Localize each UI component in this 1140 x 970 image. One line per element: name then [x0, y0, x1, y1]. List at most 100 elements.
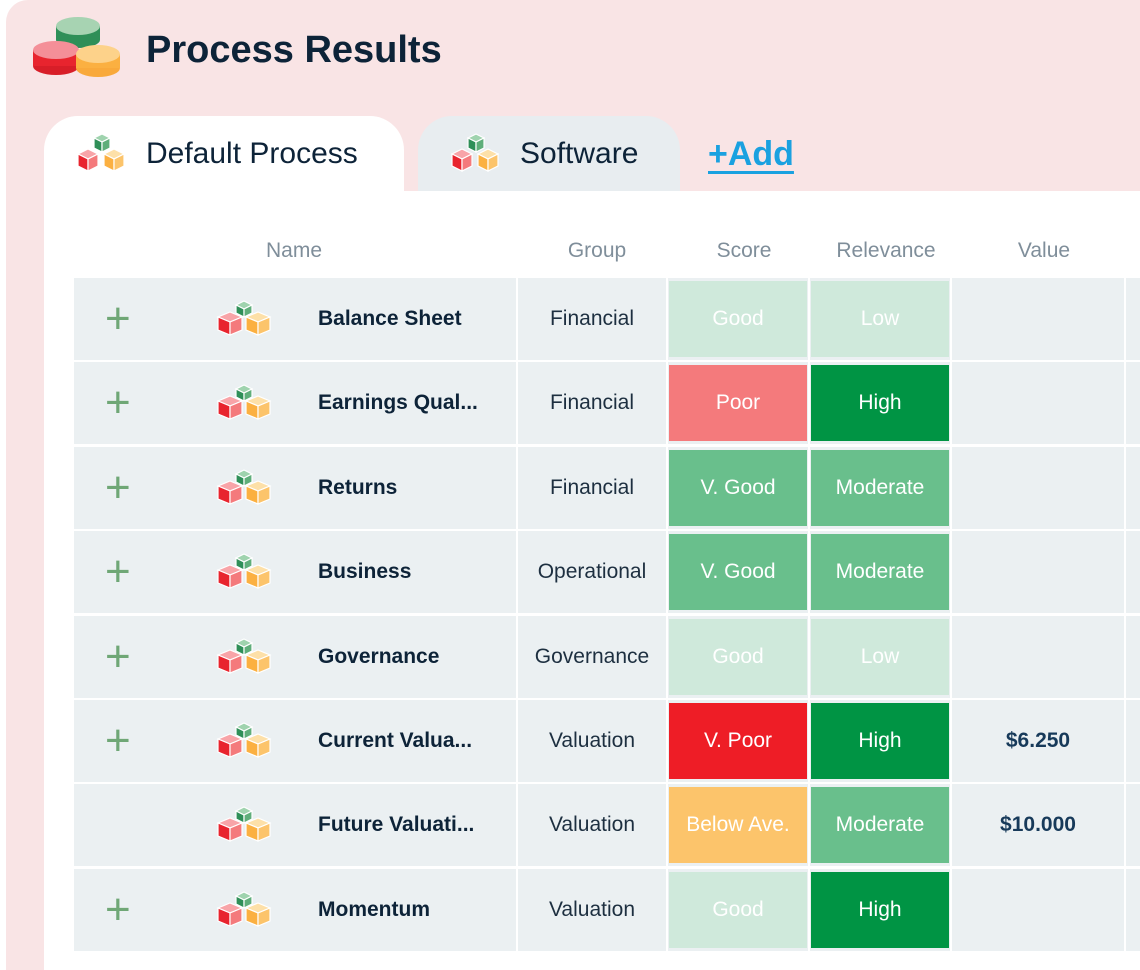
row-icon-wrapper	[214, 381, 274, 430]
name-cell: Future Valuati...	[74, 784, 516, 867]
add-row-button[interactable]: +	[105, 631, 131, 681]
cubes-icon	[216, 637, 272, 674]
row-group: Valuation	[548, 813, 635, 837]
table-row[interactable]: + Business Operational V. Good Moderate	[74, 531, 1140, 614]
row-group: Financial	[549, 391, 635, 415]
score-badge: Good	[669, 281, 807, 357]
add-row-button[interactable]: +	[105, 462, 131, 512]
value-cell	[952, 615, 1124, 698]
extra-cell	[1126, 531, 1140, 614]
row-icon-wrapper	[214, 719, 274, 768]
row-name[interactable]: Future Valuati...	[318, 813, 475, 837]
relevance-badge: High	[811, 703, 949, 779]
name-cell: + Business	[74, 531, 516, 614]
row-group: Financial	[549, 475, 635, 499]
row-icon-wrapper	[214, 803, 274, 852]
row-group: Financial	[549, 307, 635, 330]
table-row[interactable]: + Current Valua... Valuation V. Poor High $6.…	[74, 700, 1140, 782]
tab-label: Default Process	[146, 137, 358, 170]
tab-bar: Default Process Software +Add	[44, 116, 794, 192]
row-icon-wrapper	[214, 635, 274, 684]
add-row-button[interactable]: +	[105, 884, 131, 934]
value-cell	[952, 278, 1124, 360]
column-header-name[interactable]: Name	[265, 239, 323, 262]
score-badge: Good	[669, 618, 807, 695]
extra-cell	[1126, 700, 1140, 782]
cubes-icon	[216, 722, 272, 758]
cubes-icon	[216, 806, 272, 843]
name-cell: + Balance Sheet	[74, 278, 516, 360]
cubes-icon	[450, 133, 500, 172]
cubes-icon	[216, 469, 272, 505]
group-cell: Operational	[518, 531, 666, 614]
row-value: $10.000	[1000, 813, 1076, 837]
stacked-coins-icon	[33, 17, 120, 77]
extra-cell	[1126, 615, 1140, 698]
row-group: Governance	[534, 644, 650, 668]
cubes-icon	[216, 384, 272, 421]
row-icon-wrapper	[214, 550, 274, 599]
column-header-relevance[interactable]: Relevance	[836, 239, 936, 262]
row-group: Valuation	[548, 897, 635, 921]
row-name[interactable]: Returns	[318, 475, 398, 499]
group-cell: Financial	[518, 446, 666, 529]
relevance-badge: Low	[811, 281, 949, 357]
row-name[interactable]: Balance Sheet	[318, 307, 462, 330]
relevance-badge: High	[811, 871, 949, 948]
score-badge: V. Poor	[669, 703, 807, 779]
score-badge: V. Good	[669, 534, 807, 611]
add-row-button[interactable]: +	[105, 378, 131, 428]
extra-cell	[1126, 362, 1140, 445]
table-header: Name Group Score Relevance Value	[44, 231, 1140, 271]
add-tab-link[interactable]: +Add	[708, 134, 794, 173]
group-cell: Valuation	[518, 868, 666, 951]
group-cell: Financial	[518, 278, 666, 360]
add-row-button[interactable]: +	[105, 716, 131, 765]
relevance-badge: High	[811, 365, 949, 442]
tab-label: Software	[520, 137, 639, 170]
name-cell: + Momentum	[74, 868, 516, 951]
table-row[interactable]: + Balance Sheet Financial Good Low	[74, 278, 1140, 360]
row-name[interactable]: Governance	[318, 644, 440, 668]
value-cell	[952, 868, 1124, 951]
add-row-button[interactable]: +	[105, 547, 131, 597]
relevance-badge: Moderate	[811, 534, 949, 611]
page-background: Process Results Default Process	[6, 0, 1140, 970]
row-name[interactable]: Momentum	[318, 897, 430, 921]
row-name[interactable]: Business	[318, 560, 412, 584]
score-badge: Poor	[669, 365, 807, 442]
results-table-panel: Name Group Score Relevance Value + Balanc…	[44, 191, 1140, 970]
extra-cell	[1126, 446, 1140, 529]
row-group: Operational	[537, 560, 647, 584]
cubes-icon	[216, 553, 272, 590]
relevance-badge: Moderate	[811, 787, 949, 864]
cubes-icon	[76, 133, 126, 172]
tab-software[interactable]: Software	[418, 116, 680, 192]
row-value: $6.250	[1005, 729, 1071, 752]
table-row[interactable]: + Earnings Qual... Financial Poor High	[74, 362, 1140, 445]
tab-default-process[interactable]: Default Process	[44, 116, 404, 192]
column-header-score[interactable]: Score	[716, 239, 772, 262]
row-name[interactable]: Current Valua...	[318, 729, 473, 752]
name-cell: + Earnings Qual...	[74, 362, 516, 445]
group-cell: Valuation	[518, 700, 666, 782]
cubes-icon	[216, 891, 272, 927]
extra-cell	[1126, 868, 1140, 951]
group-cell: Governance	[518, 615, 666, 698]
table-row[interactable]: + Governance Governance Good Low	[74, 615, 1140, 698]
value-cell: $6.250	[952, 700, 1124, 782]
add-row-button[interactable]: +	[105, 294, 131, 343]
row-name[interactable]: Earnings Qual...	[318, 391, 478, 415]
score-badge: V. Good	[669, 449, 807, 526]
value-cell	[952, 362, 1124, 445]
group-cell: Valuation	[518, 784, 666, 867]
relevance-badge: Low	[811, 618, 949, 695]
table-row[interactable]: Future Valuati... Valuation Below Ave. Mode…	[74, 784, 1140, 867]
column-header-group[interactable]: Group	[567, 239, 627, 262]
column-header-value[interactable]: Value	[1017, 239, 1071, 262]
table-row[interactable]: + Momentum Valuation Good High	[74, 868, 1140, 951]
table-row[interactable]: + Returns Financial V. Good Moderate	[74, 446, 1140, 529]
value-cell	[952, 531, 1124, 614]
row-icon-wrapper	[214, 297, 274, 346]
name-cell: + Returns	[74, 446, 516, 529]
